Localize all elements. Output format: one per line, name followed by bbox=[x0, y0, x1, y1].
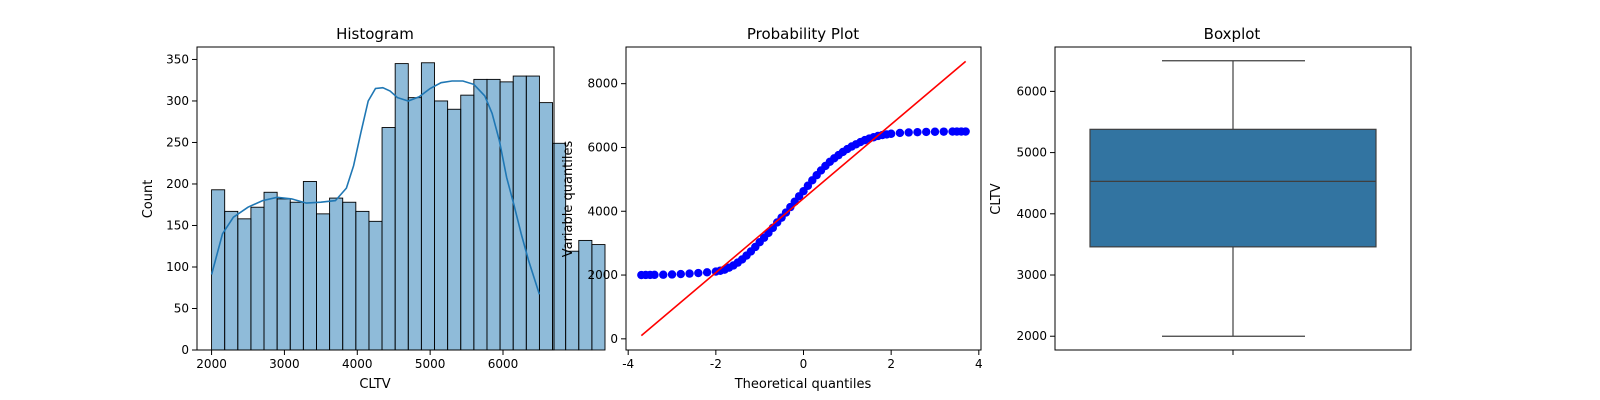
histogram-x-tick-label: 2000 bbox=[196, 357, 227, 371]
histogram-bar bbox=[473, 78, 488, 351]
boxplot-y-label: CLTV bbox=[989, 183, 1004, 214]
probability-plot-point bbox=[895, 128, 905, 138]
histogram-bar bbox=[407, 97, 422, 351]
probability-plot-point bbox=[922, 127, 931, 137]
boxplot-y-tick-label: 2000 bbox=[1016, 329, 1047, 343]
probability-plot-x-tick-label: 4 bbox=[975, 357, 983, 371]
histogram-bar bbox=[460, 94, 475, 351]
boxplot-y-tick-label: 6000 bbox=[1016, 84, 1047, 98]
probability-plot-point bbox=[939, 127, 948, 136]
probability-plot-y-tick-label: 2000 bbox=[587, 268, 618, 282]
probability-plot-x-label: Theoretical quantiles bbox=[734, 377, 872, 392]
histogram-y-tick-label: 200 bbox=[166, 177, 189, 191]
histogram-bar bbox=[289, 201, 304, 351]
probability-plot-point bbox=[667, 270, 677, 279]
probability-plot-point bbox=[930, 127, 940, 136]
histogram-bar bbox=[552, 142, 567, 351]
histogram-bar bbox=[447, 108, 462, 351]
histogram-y-tick-label: 0 bbox=[181, 343, 189, 357]
histogram-bars bbox=[211, 62, 606, 351]
histogram-bar bbox=[565, 250, 580, 351]
probability-plot-point bbox=[961, 127, 970, 136]
probability-plot-point bbox=[650, 270, 659, 280]
histogram-bar bbox=[250, 206, 265, 351]
histogram-x-tick-label: 4000 bbox=[342, 357, 373, 371]
histogram-bar bbox=[368, 220, 383, 351]
histogram-bar bbox=[420, 62, 435, 351]
probability-plot-y-tick-label: 0 bbox=[610, 332, 618, 346]
boxplot-box bbox=[1089, 128, 1377, 248]
histogram-bar bbox=[263, 191, 278, 351]
probability-plot-point bbox=[904, 128, 913, 137]
boxplot-panel: Boxplot 2000 3000 4000 5000 6000 CLTV bbox=[989, 25, 1412, 355]
histogram-bar bbox=[525, 75, 540, 351]
probability-plot-point bbox=[886, 129, 896, 138]
histogram-bar bbox=[394, 63, 409, 351]
boxplot-y-tick-label: 4000 bbox=[1016, 207, 1047, 221]
histogram-x-tick-label: 5000 bbox=[415, 357, 446, 371]
histogram-bar bbox=[329, 197, 344, 351]
histogram-x-tick-label: 3000 bbox=[269, 357, 300, 371]
histogram-bar bbox=[538, 102, 553, 351]
histogram-title: Histogram bbox=[336, 25, 414, 43]
boxplot-y-ticks: 2000 3000 4000 5000 6000 bbox=[1016, 84, 1055, 343]
histogram-bar bbox=[434, 100, 449, 351]
histogram-kde-line bbox=[210, 80, 541, 295]
boxplot-title: Boxplot bbox=[1204, 25, 1261, 43]
histogram-y-tick-label: 100 bbox=[166, 260, 189, 274]
boxplot-y-tick-label: 5000 bbox=[1016, 146, 1047, 160]
histogram-y-tick-label: 250 bbox=[166, 135, 189, 149]
probability-plot-title: Probability Plot bbox=[747, 25, 859, 43]
histogram-y-tick-label: 350 bbox=[166, 52, 189, 66]
histogram-panel: Histogram 2000 3000 4000 5000 6000 0 50 100 150… bbox=[141, 25, 606, 392]
probability-plot-y-label: Variable quantiles bbox=[561, 140, 576, 257]
histogram-x-tick-label: 6000 bbox=[488, 357, 519, 371]
probability-plot-point bbox=[659, 270, 668, 279]
probability-plot-fit-line bbox=[640, 60, 967, 337]
histogram-bar bbox=[381, 127, 396, 351]
probability-plot-point bbox=[702, 268, 712, 277]
histogram-y-ticks: 0 50 100 150 200 250 300 350 bbox=[166, 52, 197, 357]
probability-plot-x-tick-label: -4 bbox=[622, 357, 634, 371]
probability-plot-point bbox=[685, 269, 694, 278]
histogram-y-label: Count bbox=[141, 180, 156, 219]
boxplot-y-tick-label: 3000 bbox=[1016, 268, 1047, 282]
probability-plot-point bbox=[694, 268, 703, 278]
histogram-y-tick-label: 150 bbox=[166, 218, 189, 232]
probability-plot-point bbox=[676, 269, 685, 279]
histogram-bar bbox=[224, 210, 239, 351]
histogram-bar bbox=[355, 210, 370, 351]
histogram-y-tick-label: 300 bbox=[166, 94, 189, 108]
boxplot-marks bbox=[1089, 60, 1377, 337]
histogram-x-ticks: 2000 3000 4000 5000 6000 bbox=[196, 350, 518, 371]
histogram-bar bbox=[316, 213, 331, 351]
probability-plot-point bbox=[913, 127, 922, 137]
histogram-bar bbox=[499, 81, 514, 351]
histogram-bar bbox=[237, 218, 252, 351]
probability-plot-x-tick-label: 2 bbox=[887, 357, 895, 371]
histogram-x-label: CLTV bbox=[359, 377, 390, 392]
histogram-bar bbox=[591, 244, 606, 351]
histogram-y-tick-label: 50 bbox=[174, 301, 189, 315]
histogram-bar bbox=[578, 239, 593, 351]
histogram-bar bbox=[302, 181, 317, 351]
probability-plot-y-tick-label: 8000 bbox=[587, 77, 618, 91]
probability-plot-x-ticks: -4 -2 0 2 4 bbox=[622, 350, 983, 371]
probability-plot-x-tick-label: -2 bbox=[710, 357, 722, 371]
probability-plot-y-ticks: 0 2000 4000 6000 8000 bbox=[587, 77, 626, 346]
probability-plot-panel: Probability Plot -4 -2 0 2 4 0 2000 4000 6000 80… bbox=[561, 25, 983, 392]
histogram-bar bbox=[342, 201, 357, 351]
probability-plot-x-tick-label: 0 bbox=[800, 357, 808, 371]
probability-plot-y-tick-label: 6000 bbox=[587, 140, 618, 154]
histogram-bar bbox=[276, 198, 291, 351]
histogram-plot-frame bbox=[196, 46, 555, 351]
probability-plot-y-tick-label: 4000 bbox=[587, 204, 618, 218]
